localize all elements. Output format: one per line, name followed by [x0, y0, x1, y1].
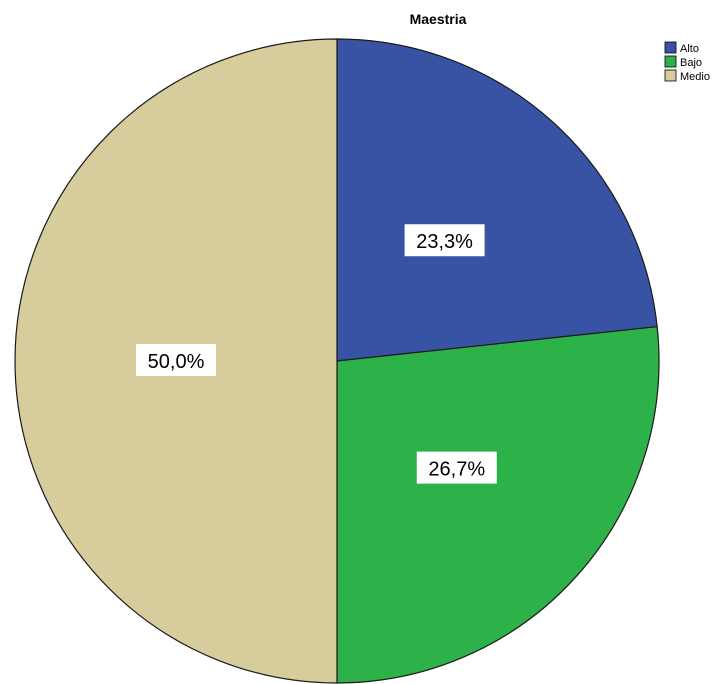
data-label-text: 23,3%	[416, 231, 473, 253]
data-label-background	[416, 451, 497, 484]
legend-swatch	[664, 69, 677, 82]
pie-slices	[14, 38, 660, 684]
legend-item-alto: Alto	[664, 41, 699, 55]
pie-slice-alto	[336, 38, 658, 362]
chart-title: Maestria	[410, 11, 467, 27]
data-label-background	[404, 224, 485, 257]
legend-item-medio: Medio	[664, 69, 710, 83]
legend: Alto Bajo Medio	[664, 41, 710, 83]
legend-label: Alto	[680, 43, 699, 55]
legend-swatch	[664, 55, 677, 68]
data-label-text: 26,7%	[428, 459, 485, 481]
legend-label: Bajo	[680, 57, 702, 69]
legend-swatch	[664, 41, 677, 54]
data-label-text: 50,0%	[148, 351, 205, 373]
pie-slice-bajo	[336, 326, 660, 684]
legend-label: Medio	[680, 71, 710, 83]
pie-labels: 23,3% 26,7% 50,0%	[136, 224, 497, 484]
data-label-medio: 50,0%	[136, 344, 216, 376]
data-label-background	[136, 344, 216, 376]
data-label-alto: 23,3%	[404, 224, 485, 257]
legend-item-bajo: Bajo	[664, 55, 702, 69]
data-label-bajo: 26,7%	[416, 451, 497, 484]
